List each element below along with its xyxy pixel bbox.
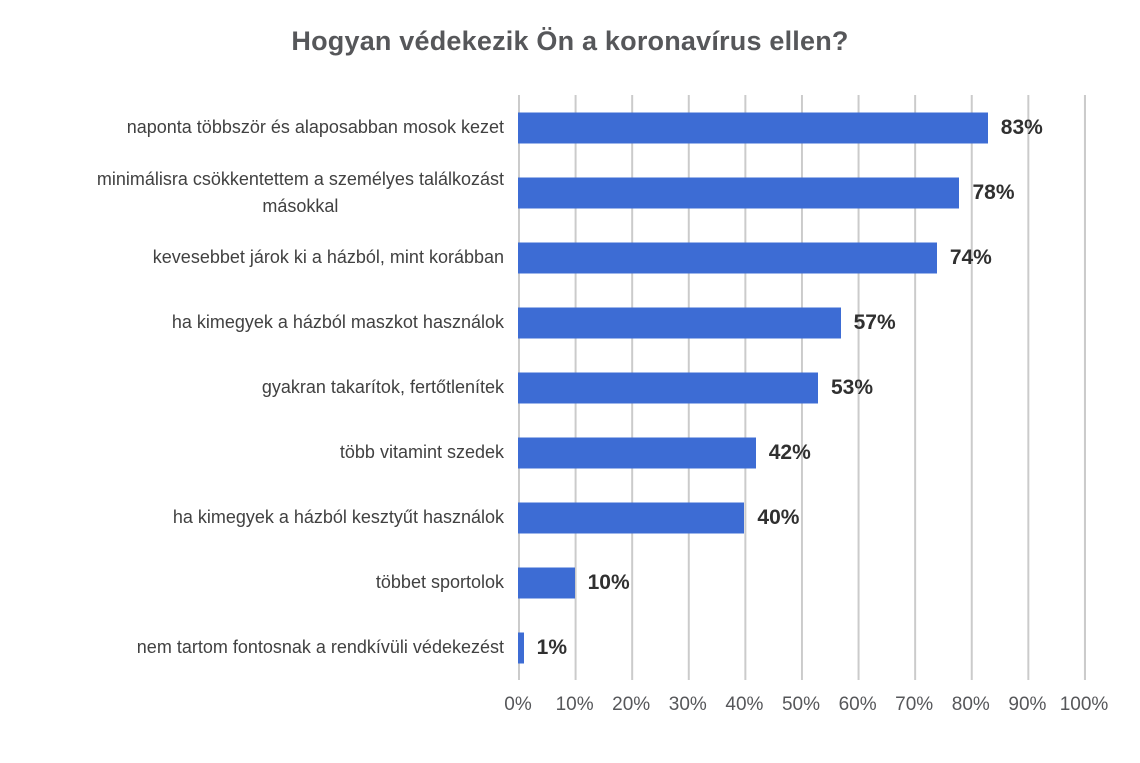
chart-row: több vitamint szedek 42% — [0, 420, 1140, 485]
category-label: többet sportolok — [0, 569, 518, 595]
x-tick-label: 90% — [1008, 694, 1047, 715]
chart-title: Hogyan védekezik Ön a koronavírus ellen? — [291, 26, 849, 56]
value-label: 40% — [757, 505, 800, 529]
bar — [518, 567, 575, 598]
value-label: 78% — [972, 180, 1015, 204]
x-tick-label: 20% — [612, 694, 651, 715]
bar — [518, 307, 841, 338]
value-label: 74% — [949, 245, 992, 269]
category-label: kevesebbet járok ki a házból, mint koráb… — [0, 244, 518, 270]
plot-area: naponta többször és alaposabban mosok ke… — [0, 95, 1140, 680]
bar — [518, 177, 960, 208]
value-label: 1% — [536, 635, 568, 659]
category-label: naponta többször és alaposabban mosok ke… — [0, 114, 518, 140]
value-label: 57% — [853, 310, 896, 334]
chart-row: ha kimegyek a házból maszkot használok 57… — [0, 290, 1140, 355]
chart-row: minimálisra csökkentettem a személyes ta… — [0, 160, 1140, 225]
category-label-text: ha kimegyek a házból maszkot használok — [171, 312, 504, 333]
value-label: 83% — [1000, 115, 1043, 139]
chart-row: gyakran takarítok, fertőtlenítek 53% — [0, 355, 1140, 420]
x-tick-label: 0% — [504, 694, 532, 715]
value-label: 53% — [830, 375, 873, 399]
chart-row: kevesebbet járok ki a házból, mint koráb… — [0, 225, 1140, 290]
value-label: 42% — [768, 440, 811, 464]
category-label: ha kimegyek a házból kesztyűt használok — [0, 504, 518, 530]
category-label-text: több vitamint szedek — [339, 442, 504, 463]
category-label: gyakran takarítok, fertőtlenítek — [0, 374, 518, 400]
row-plot: 78% — [518, 160, 1084, 225]
chart-row: nem tartom fontosnak a rendkívüli védeke… — [0, 615, 1140, 680]
row-plot: 1% — [518, 615, 1084, 680]
bar — [518, 437, 756, 468]
row-plot: 42% — [518, 420, 1084, 485]
category-label: nem tartom fontosnak a rendkívüli védeke… — [0, 634, 518, 660]
row-plot: 74% — [518, 225, 1084, 290]
chart-row: ha kimegyek a házból kesztyűt használok 4… — [0, 485, 1140, 550]
bar — [518, 112, 988, 143]
category-label-text: ha kimegyek a házból kesztyűt használok — [172, 507, 504, 528]
x-tick-label: 50% — [781, 694, 821, 715]
bar — [518, 502, 745, 533]
category-label-text: naponta többször és alaposabban mosok ke… — [126, 117, 504, 138]
row-plot: 53% — [518, 355, 1084, 420]
category-label: minimálisra csökkentettem a személyes ta… — [0, 166, 518, 218]
category-label-text: kevesebbet járok ki a házból, mint koráb… — [152, 247, 504, 268]
value-label: 10% — [587, 570, 630, 594]
chart-row: többet sportolok 10% — [0, 550, 1140, 615]
x-tick-label: 60% — [838, 694, 877, 715]
bar — [518, 632, 524, 663]
x-tick-label: 40% — [725, 694, 764, 715]
row-plot: 40% — [518, 485, 1084, 550]
category-label: több vitamint szedek — [0, 439, 518, 465]
x-tick-label: 70% — [895, 694, 934, 715]
x-tick-label: 100% — [1059, 694, 1109, 715]
bar — [518, 372, 818, 403]
chart-row: naponta többször és alaposabban mosok ke… — [0, 95, 1140, 160]
x-axis: 0% 10% 20% 30% 40% 50% 60% 70% 80% 90% 100% — [504, 694, 1108, 722]
category-label: ha kimegyek a házból maszkot használok — [0, 309, 518, 335]
category-label-text: többet sportolok — [375, 572, 504, 593]
category-label-text: nem tartom fontosnak a rendkívüli védeke… — [136, 637, 504, 658]
category-label-text: gyakran takarítok, fertőtlenítek — [261, 377, 504, 398]
category-label-text: minimálisra csökkentettem a személyes ta… — [96, 169, 504, 216]
row-plot: 83% — [518, 95, 1084, 160]
x-tick-label: 10% — [555, 694, 594, 715]
row-plot: 10% — [518, 550, 1084, 615]
bar — [518, 242, 937, 273]
row-plot: 57% — [518, 290, 1084, 355]
x-tick-label: 80% — [951, 694, 990, 715]
x-tick-label: 30% — [668, 694, 707, 715]
